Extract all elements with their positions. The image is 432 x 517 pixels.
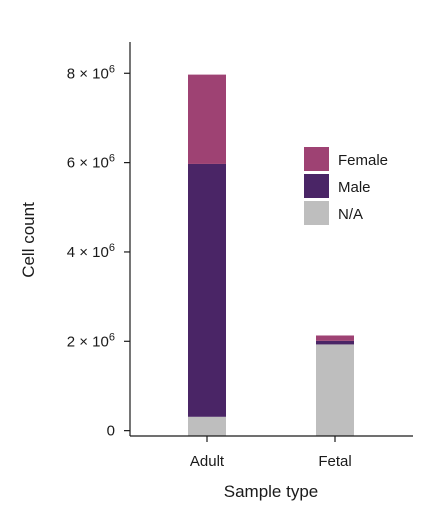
y-tick-label: 6 × 106 [67, 153, 115, 172]
y-tick-label: 0 [107, 423, 115, 440]
x-axis-title: Sample type [224, 482, 319, 501]
legend: Female Male N/A [304, 147, 388, 225]
bar-adult-male [188, 163, 226, 417]
y-tick-label: 8 × 106 [67, 63, 115, 82]
x-tick-label-fetal: Fetal [318, 453, 351, 470]
y-ticks-group: 0 2 × 106 4 × 106 6 × 106 8 × 106 [67, 63, 130, 440]
legend-swatch-male [304, 174, 329, 198]
bars-group [188, 74, 354, 436]
y-tick-label: 2 × 106 [67, 331, 115, 350]
bar-adult-n-a [188, 416, 226, 436]
bar-adult-female [188, 74, 226, 164]
x-ticks-group: Adult Fetal [190, 436, 352, 470]
bar-fetal-female [316, 335, 354, 341]
bar-fetal-n-a [316, 344, 354, 436]
legend-label-female: Female [338, 152, 388, 169]
x-tick-label-adult: Adult [190, 453, 225, 470]
legend-label-n-a: N/A [338, 206, 363, 223]
y-axis-title: Cell count [19, 202, 38, 278]
legend-label-male: Male [338, 179, 371, 196]
bar-fetal-male [316, 340, 354, 345]
legend-swatch-n-a [304, 201, 329, 225]
legend-swatch-female [304, 147, 329, 171]
y-tick-label: 4 × 106 [67, 242, 115, 261]
